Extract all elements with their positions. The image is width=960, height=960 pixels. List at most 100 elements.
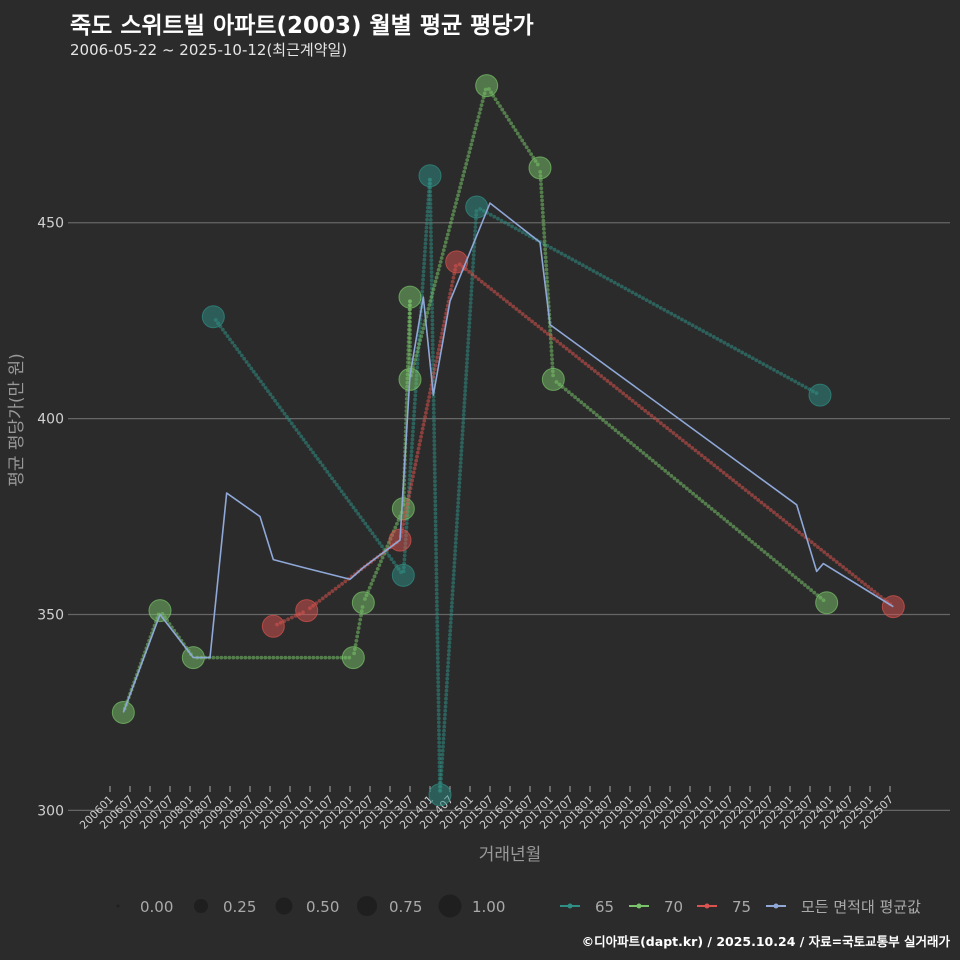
- series-70-trail-dot: [495, 100, 500, 105]
- series-65-trail-dot: [413, 397, 417, 402]
- series-75-trail-dot: [424, 411, 428, 415]
- series-65-trail-dot: [669, 311, 674, 316]
- series-65-trail-dot: [445, 672, 450, 677]
- series-65-trail-dot: [445, 676, 450, 681]
- series-75-trail-dot: [646, 411, 651, 416]
- series-65-trail-dot: [432, 439, 437, 443]
- series-65-trail-dot: [435, 619, 440, 624]
- series-75-trail-dot: [718, 468, 723, 473]
- series-75-trail-dot: [875, 592, 880, 597]
- size-legend-label: 0.00: [140, 898, 173, 916]
- series-70-trail-dot: [812, 590, 817, 595]
- series-65-trail-dot: [448, 620, 453, 625]
- series-65-trail-dot: [665, 309, 670, 314]
- series-65-trail-dot: [432, 427, 436, 431]
- series-70-trail-dot: [663, 468, 668, 473]
- series-70-trail-dot: [408, 332, 412, 337]
- series-65-trail-dot: [225, 334, 230, 339]
- series-65-trail-dot: [466, 345, 470, 349]
- series-65-trail-dot: [429, 270, 434, 275]
- series-75-trail-dot: [728, 475, 732, 480]
- series-65-trail-dot: [428, 193, 433, 198]
- series-65-trail-dot: [754, 358, 759, 363]
- series-65-trail-dot: [230, 340, 235, 345]
- series-70-trail-dot: [563, 387, 568, 392]
- series-65-trail-dot: [422, 253, 427, 258]
- series-75-trail-dot: [822, 550, 827, 555]
- series-65-trail-dot: [434, 559, 439, 564]
- series-65-trail-dot: [415, 361, 420, 366]
- series-70-trail-dot: [753, 542, 758, 547]
- series-65-trail-dot: [432, 451, 437, 455]
- series-65-trail-dot: [422, 261, 427, 266]
- series-75-trail-dot: [869, 587, 874, 592]
- series-75-trail-dot: [501, 297, 506, 302]
- series-65-trail-dot: [430, 334, 435, 339]
- series-65-trail-dot: [747, 354, 752, 359]
- series-75-trail-dot: [327, 591, 332, 596]
- series-65-trail-dot: [431, 406, 436, 411]
- series-70-trail-dot: [543, 255, 548, 260]
- series-70-trail-dot: [451, 212, 455, 217]
- series-70-trail-dot: [462, 169, 467, 174]
- series-70-trail-dot: [601, 418, 605, 422]
- series-70-trail-dot: [731, 524, 736, 529]
- series-75-trail-dot: [405, 502, 410, 507]
- series-65-trail-dot: [430, 330, 435, 335]
- series-75-trail-dot: [432, 371, 436, 376]
- series-65-trail-dot: [440, 752, 445, 757]
- series-70-trail-dot: [421, 326, 426, 331]
- series-65-trail-dot: [471, 261, 476, 265]
- series-70-trail-dot: [635, 446, 640, 450]
- series-70-trail-dot: [452, 209, 456, 213]
- series-65-trail-dot: [436, 664, 440, 669]
- series-75-trail-dot: [555, 339, 560, 344]
- series-70-trail-dot: [625, 438, 630, 443]
- series-75-trail-dot: [633, 401, 638, 406]
- series-65-trail-dot: [420, 281, 425, 286]
- series-65-trail-dot: [433, 503, 438, 508]
- series-65-trail-dot: [450, 588, 455, 593]
- series-75-trail-dot: [794, 527, 798, 532]
- series-70-trail-dot: [541, 222, 546, 227]
- series-75-trail-dot: [415, 454, 419, 459]
- series-75-trail-dot: [567, 349, 572, 354]
- series-65-trail-dot: [750, 356, 755, 361]
- series-70-trail-dot: [359, 613, 363, 618]
- series-65-trail-dot: [423, 237, 428, 242]
- series-70-trail-dot: [247, 655, 252, 660]
- series-65-trail-dot: [455, 520, 459, 525]
- series-70-trail-dot: [550, 361, 555, 366]
- series-65-trail-dot: [435, 660, 440, 664]
- series-70-trail-dot: [566, 390, 571, 395]
- legend-swatch-dot: [773, 903, 779, 909]
- series-65-trail-dot: [446, 660, 451, 665]
- series-65-trail-dot: [420, 285, 425, 290]
- series-70-trail-dot: [395, 521, 399, 526]
- series-70-trail-dot: [430, 291, 435, 296]
- series-65-trail-dot: [457, 477, 462, 481]
- series-75-trail-dot: [441, 323, 446, 328]
- series-75-trail-dot: [414, 458, 419, 463]
- series-75-trail-dot: [409, 482, 414, 487]
- series-65-trail-dot: [425, 209, 430, 214]
- series-65-trail-dot: [320, 463, 325, 468]
- series-65-trail-dot: [761, 362, 766, 366]
- series-65-trail-dot: [701, 329, 706, 334]
- series-65-trail-dot: [428, 205, 433, 210]
- series-70-trail-dot: [445, 232, 450, 237]
- series-65-trail-dot: [768, 366, 773, 370]
- series-75-trail-dot: [492, 289, 497, 294]
- series-65-trail-dot: [275, 402, 280, 406]
- series-70-trail-dot: [598, 415, 602, 420]
- series-65-trail-dot: [420, 289, 425, 294]
- series-75-trail-dot: [483, 282, 487, 287]
- series-70-trail-dot: [509, 121, 514, 126]
- series-65-trail-dot: [433, 527, 438, 532]
- series-65-trail-dot: [428, 226, 433, 230]
- series-65-trail-dot: [358, 515, 363, 520]
- series-75-trail-dot: [671, 431, 676, 435]
- series-70-trail-dot: [778, 562, 782, 567]
- series-75-trail-dot: [340, 581, 344, 586]
- series-70-trail-dot: [518, 135, 522, 139]
